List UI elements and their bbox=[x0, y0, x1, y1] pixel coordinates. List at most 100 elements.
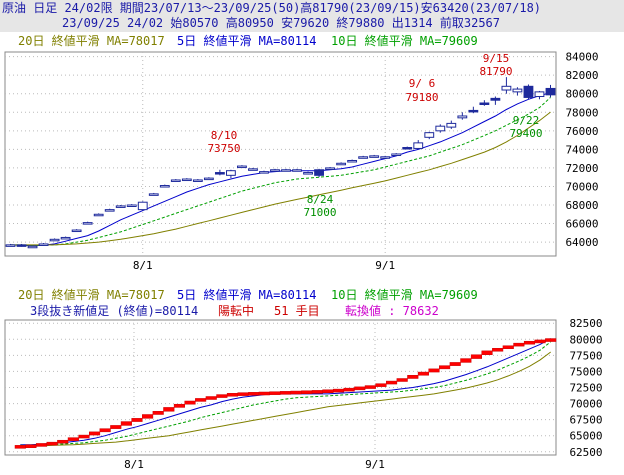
candle-body bbox=[457, 115, 468, 119]
bottom-legend-ma20: 20日 終値平滑 MA=78017 bbox=[18, 288, 165, 302]
candle-body bbox=[479, 102, 490, 105]
candle-body bbox=[5, 244, 16, 247]
newprice-brick bbox=[89, 431, 101, 436]
bottom-legend-ma5: 5日 終値平滑 MA=80114 bbox=[177, 288, 317, 302]
top-y-tick-label: 74000 bbox=[565, 143, 598, 156]
candle-body bbox=[71, 229, 82, 233]
top-y-tick-label: 68000 bbox=[565, 199, 598, 212]
bottom-y-tick-label: 70000 bbox=[569, 398, 602, 411]
annotation-date: 8/10 bbox=[211, 129, 238, 142]
bottom-series-line-ma10 bbox=[20, 341, 552, 446]
bottom-legend-ma10: 10日 終値平滑 MA=79609 bbox=[331, 288, 478, 302]
newprice-brick bbox=[364, 385, 376, 389]
candle-body bbox=[435, 125, 446, 132]
newprice-brick bbox=[417, 371, 429, 376]
bottom-info-prefix: 3段抜き新値足 (終値)=80114 bbox=[30, 304, 199, 318]
newprice-brick bbox=[545, 338, 557, 342]
candle-body bbox=[203, 177, 214, 181]
newprice-brick bbox=[322, 389, 334, 393]
bottom-y-tick-label: 65000 bbox=[569, 430, 602, 443]
candle-body bbox=[38, 243, 49, 246]
newprice-brick bbox=[248, 392, 260, 396]
top-x-tick-label: 9/1 bbox=[375, 259, 395, 272]
candle-body bbox=[104, 209, 115, 212]
header-bar bbox=[0, 0, 624, 32]
candle-body bbox=[314, 169, 324, 176]
newprice-brick bbox=[99, 428, 111, 433]
top-series-line-ma10 bbox=[10, 97, 551, 246]
newprice-brick bbox=[481, 350, 493, 355]
newprice-brick bbox=[523, 340, 536, 345]
candle-body bbox=[270, 169, 280, 172]
candle-body bbox=[115, 205, 126, 208]
candle-body bbox=[545, 87, 556, 96]
newprice-brick bbox=[343, 387, 355, 392]
newprice-brick bbox=[152, 411, 164, 415]
top-y-tick-label: 64000 bbox=[565, 236, 598, 249]
newprice-brick bbox=[78, 434, 90, 439]
candle-body bbox=[512, 88, 523, 93]
candle-body bbox=[446, 122, 457, 128]
newprice-brick bbox=[428, 368, 440, 373]
newprice-brick bbox=[205, 396, 217, 400]
candle-body bbox=[248, 168, 258, 171]
newprice-brick bbox=[269, 391, 281, 395]
top-legend-ma20: 20日 終値平滑 MA=78017 bbox=[18, 34, 165, 48]
bottom-y-tick-label: 77500 bbox=[569, 349, 602, 362]
newprice-brick bbox=[142, 414, 154, 419]
newprice-brick bbox=[110, 425, 122, 429]
newprice-brick bbox=[195, 398, 207, 402]
bottom-info-status: 陽転中 bbox=[218, 304, 255, 318]
candle-body bbox=[226, 170, 236, 176]
top-y-tick-label: 82000 bbox=[565, 69, 598, 82]
bottom-info-switch: 転換値 : 78632 bbox=[345, 304, 439, 318]
bottom-info-count: 51 手目 bbox=[274, 304, 320, 318]
candle-body bbox=[468, 109, 479, 113]
newprice-brick bbox=[460, 358, 472, 363]
annotation-value: 73750 bbox=[207, 142, 240, 155]
newprice-brick bbox=[226, 393, 239, 397]
bottom-x-tick-label: 8/1 bbox=[124, 458, 144, 471]
candle-body bbox=[523, 85, 534, 98]
top-legend-ma10: 10日 終値平滑 MA=79609 bbox=[331, 34, 478, 48]
newprice-brick bbox=[67, 437, 79, 441]
candle-body bbox=[259, 171, 269, 174]
candle-body bbox=[148, 193, 159, 196]
header-line-1: 原油 日足 24/02限 期間23/07/13～23/09/25(50)高817… bbox=[2, 1, 542, 15]
newprice-brick bbox=[502, 345, 514, 349]
annotation-date: 9/15 bbox=[483, 52, 510, 65]
annotation-value: 71000 bbox=[303, 206, 336, 219]
top-y-tick-label: 80000 bbox=[565, 88, 598, 101]
newprice-brick bbox=[449, 362, 461, 366]
candle-body bbox=[358, 156, 369, 159]
annotation-value: 79400 bbox=[509, 127, 542, 140]
newprice-brick bbox=[407, 375, 419, 379]
newprice-brick bbox=[354, 386, 366, 391]
candle-body bbox=[192, 179, 203, 182]
candle-body bbox=[16, 244, 27, 247]
newprice-brick bbox=[311, 390, 323, 394]
annotation-value: 79180 bbox=[405, 91, 438, 104]
candle-body bbox=[237, 165, 247, 169]
top-y-tick-label: 78000 bbox=[565, 106, 598, 119]
candle-body bbox=[159, 185, 170, 188]
newprice-brick bbox=[492, 348, 504, 352]
newprice-brick bbox=[14, 445, 26, 449]
candle-body bbox=[380, 156, 391, 159]
bottom-series-line-ma20 bbox=[20, 351, 551, 447]
top-y-tick-label: 70000 bbox=[565, 180, 598, 193]
newprice-brick bbox=[237, 392, 249, 396]
top-plot-frame bbox=[4, 51, 557, 257]
candle-body bbox=[281, 169, 291, 172]
candle-body bbox=[214, 172, 225, 175]
candle-body bbox=[303, 172, 313, 175]
candle-body bbox=[137, 201, 148, 211]
candle-body bbox=[424, 132, 435, 138]
annotation-date: 9/ 6 bbox=[409, 77, 436, 90]
candle-body bbox=[126, 204, 137, 207]
top-legend-ma5: 5日 終値平滑 MA=80114 bbox=[177, 34, 317, 48]
newprice-brick bbox=[216, 394, 228, 398]
candle-body bbox=[402, 147, 413, 150]
newprice-brick bbox=[470, 354, 482, 359]
bottom-y-tick-label: 75000 bbox=[569, 365, 602, 378]
